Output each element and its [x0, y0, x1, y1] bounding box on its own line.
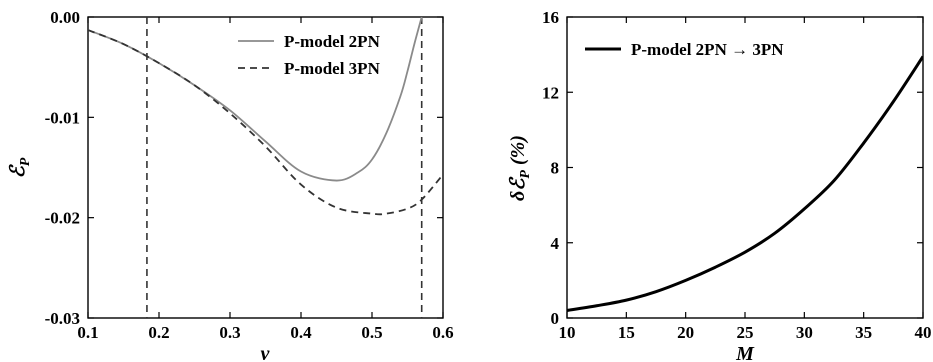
right-x-tick-label: 15 [618, 323, 635, 342]
right-y-tick-label: 16 [542, 8, 559, 27]
left-x-tick-label: 0.1 [77, 323, 98, 342]
right-legend-label: P-model 2PN → 3PN [631, 40, 784, 59]
left-x-tick-label: 0.5 [361, 323, 382, 342]
left-legend-label: P-model 3PN [284, 59, 381, 78]
left-x-tick-label: 0.3 [219, 323, 240, 342]
left-series-group [88, 17, 443, 216]
left-x-tick-label: 0.6 [432, 323, 453, 342]
left-y-tick-label: 0.00 [50, 8, 80, 27]
right-x-tick-label: 30 [796, 323, 813, 342]
left-legend: P-model 2PN P-model 3PN [238, 32, 381, 78]
right-ticks: 10 15 20 25 30 35 40 0 4 8 12 16 [542, 8, 932, 342]
right-y-tick-label: 12 [542, 83, 559, 102]
right-x-tick-label: 35 [855, 323, 872, 342]
left-y-tick-label: -0.03 [45, 309, 80, 328]
right-y-tick-label: 0 [551, 309, 560, 328]
right-x-tick-label: 40 [915, 323, 932, 342]
left-x-tick-label: 0.2 [148, 323, 169, 342]
right-series-group [567, 55, 923, 312]
right-x-tick-label: 20 [677, 323, 694, 342]
right-series-line [567, 55, 923, 312]
right-x-tick-label: 25 [737, 323, 754, 342]
right-y-axis-label: δℰP (%) [507, 135, 533, 201]
left-series-line [88, 29, 443, 216]
left-y-tick-label: -0.02 [45, 209, 80, 228]
left-y-tick-label: -0.01 [45, 108, 80, 127]
left-x-axis-label: ν [261, 343, 271, 362]
right-x-tick-label: 10 [559, 323, 576, 342]
right-x-axis-label: M [735, 343, 755, 362]
left-plot-frame [87, 16, 444, 319]
left-x-tick-label: 0.4 [290, 323, 312, 342]
right-y-tick-label: 4 [551, 234, 560, 253]
right-y-tick-label: 8 [551, 159, 560, 178]
left-legend-label: P-model 2PN [284, 32, 381, 51]
left-chart-panel: 0.1 0.2 0.3 0.4 0.5 0.6 0.00 -0.01 -0.02 -0.03 P-… [7, 8, 454, 362]
left-vertical-lines [146, 17, 423, 318]
right-plot-frame [566, 16, 924, 319]
left-ticks: 0.1 0.2 0.3 0.4 0.5 0.6 0.00 -0.01 -0.02 -0.03 [45, 8, 454, 342]
right-legend: P-model 2PN → 3PN [585, 40, 784, 59]
left-y-axis-label: ℰP [7, 157, 33, 178]
